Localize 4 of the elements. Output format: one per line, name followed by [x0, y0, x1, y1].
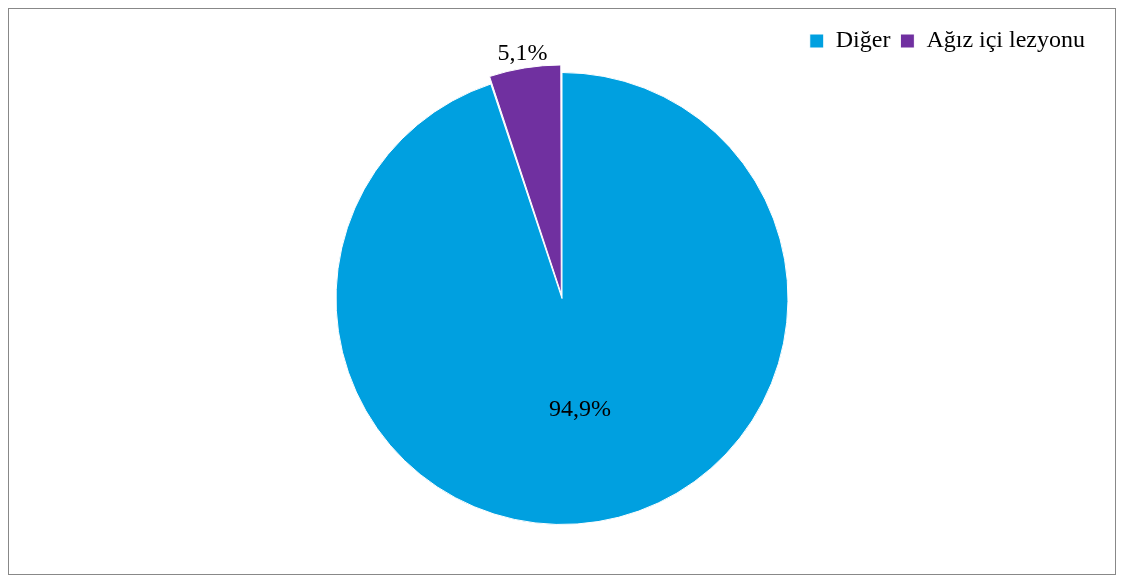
legend-label: Diğer [835, 26, 891, 53]
data-label: 94,9% [549, 395, 612, 422]
data-label: 5,1% [497, 38, 548, 65]
legend-label: Ağız içi lezyonu [926, 26, 1086, 53]
